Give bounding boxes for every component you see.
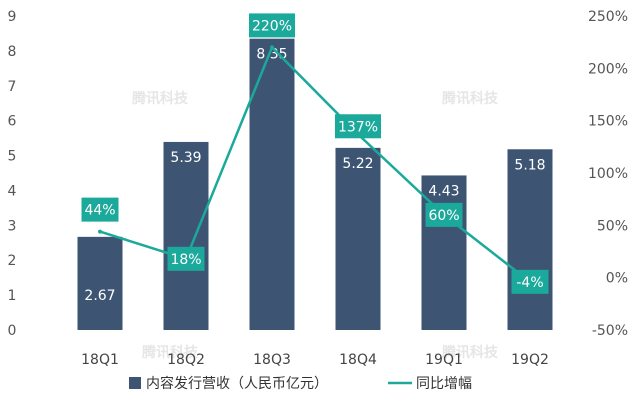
watermark-text: 腾讯科技	[442, 344, 499, 361]
category-axis: 18Q1 18Q2 18Q3 18Q4 19Q1 19Q2	[81, 352, 549, 368]
right-tick-label: 200%	[588, 61, 628, 77]
growth-label-box	[167, 246, 205, 271]
left-tick-label: 6	[8, 114, 17, 130]
bar-labels: 2.67 5.39 8.35 5.22 4.43 5.18	[84, 47, 545, 304]
bar-value-label: 5.22	[342, 156, 373, 172]
right-tick-label: 0%	[606, 271, 628, 287]
bar-18Q2	[163, 141, 209, 330]
growth-value-label: 18%	[170, 252, 201, 268]
growth-value-label: 60%	[428, 208, 459, 224]
legend-line-label: 同比增幅	[416, 376, 472, 392]
growth-point	[270, 45, 274, 50]
legend-bar-label: 内容发行营收（人民币亿元）	[146, 375, 328, 392]
bars	[77, 38, 553, 331]
left-tick-label: 8	[8, 44, 17, 60]
bar-18Q1	[77, 236, 123, 330]
bar-19Q2	[507, 149, 553, 330]
left-tick-label: 0	[8, 323, 17, 339]
bar-value-label: 4.43	[428, 183, 459, 199]
category-label: 18Q2	[167, 352, 205, 368]
left-tick-label: 1	[8, 288, 17, 304]
growth-value-label: -4%	[516, 275, 543, 291]
left-tick-label: 5	[8, 149, 17, 165]
category-label: 19Q2	[511, 352, 549, 368]
category-label: 18Q3	[253, 352, 291, 368]
right-axis: -50% 0% 50% 100% 150% 200% 250%	[588, 9, 628, 339]
growth-label-box	[335, 114, 381, 139]
left-tick-label: 3	[8, 218, 17, 234]
right-tick-label: 150%	[588, 114, 628, 130]
line-labels: 44% 18% 220% 137% 60% -4%	[81, 13, 549, 294]
legend-bar-swatch	[129, 377, 141, 389]
bar-value-label: 5.39	[170, 150, 201, 166]
right-tick-label: -50%	[592, 323, 628, 339]
growth-value-label: 44%	[84, 203, 115, 219]
category-label: 18Q4	[339, 352, 377, 368]
watermark-text: 腾讯科技	[442, 90, 499, 107]
right-tick-label: 100%	[588, 166, 628, 182]
growth-label-box	[81, 197, 119, 222]
watermark-text: 腾讯科技	[132, 90, 189, 107]
watermark-text: 腾讯科技	[142, 344, 199, 361]
bar-18Q4	[335, 147, 381, 330]
growth-line	[98, 45, 532, 284]
right-tick-label: 250%	[588, 9, 628, 25]
category-label: 18Q1	[81, 352, 119, 368]
growth-value-label: 137%	[338, 119, 378, 135]
growth-label-box	[511, 269, 549, 294]
growth-label-box	[425, 202, 463, 227]
left-tick-label: 7	[8, 79, 17, 95]
growth-label-box	[249, 13, 295, 38]
bar-value-label: 5.18	[514, 157, 545, 173]
legend: 内容发行营收（人民币亿元） 同比增幅	[129, 375, 472, 392]
growth-point	[98, 229, 102, 234]
right-tick-label: 50%	[597, 218, 628, 234]
bar-18Q3	[249, 38, 295, 331]
left-axis: 0 1 2 3 4 5 6 7 8 9	[8, 9, 17, 339]
left-tick-label: 2	[8, 253, 17, 269]
category-label: 19Q1	[425, 352, 463, 368]
bar-value-label: 8.35	[256, 47, 287, 63]
growth-value-label: 220%	[252, 18, 292, 34]
left-tick-label: 9	[8, 9, 17, 25]
bar-value-label: 2.67	[84, 288, 115, 304]
left-tick-label: 4	[8, 183, 17, 199]
